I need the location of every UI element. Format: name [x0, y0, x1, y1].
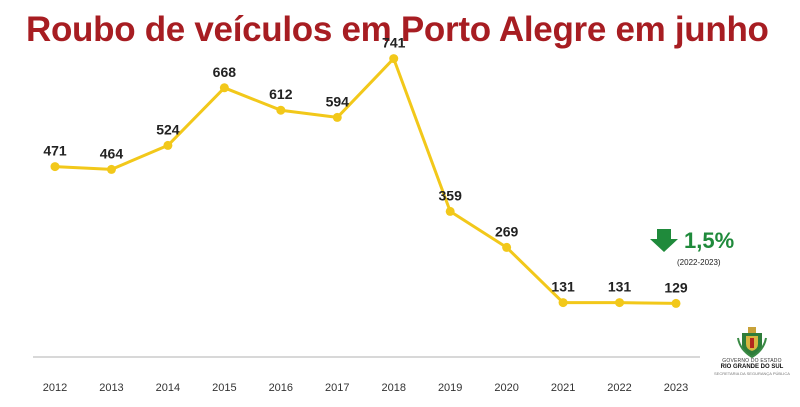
- data-point: [615, 298, 625, 308]
- x-tick-label: 2023: [664, 382, 688, 394]
- data-label: 612: [269, 86, 293, 102]
- data-point: [106, 164, 116, 174]
- change-percent: 1,5%: [684, 228, 735, 253]
- data-point: [502, 242, 512, 252]
- data-label: 131: [608, 279, 632, 295]
- data-point: [558, 298, 568, 308]
- data-label: 129: [664, 279, 688, 295]
- data-label: 594: [326, 93, 350, 109]
- government-logo: GOVERNO DO ESTADO RIO GRANDE DO SUL SECR…: [712, 326, 792, 388]
- data-label: 464: [100, 145, 124, 161]
- data-point: [50, 162, 60, 172]
- data-label: 471: [43, 143, 67, 159]
- data-label: 524: [156, 121, 180, 137]
- data-point: [332, 112, 342, 122]
- coat-of-arms-icon: [737, 327, 767, 358]
- data-label: 668: [213, 64, 237, 80]
- x-tick-label: 2012: [43, 382, 67, 394]
- data-point: [276, 105, 286, 115]
- change-period: (2022-2023): [677, 258, 721, 267]
- x-tick-label: 2020: [494, 382, 518, 394]
- data-label: 741: [382, 35, 406, 51]
- data-point: [445, 206, 455, 216]
- logo-line-2: RIO GRANDE DO SUL: [720, 364, 784, 370]
- data-point: [163, 140, 173, 150]
- data-label: 359: [439, 187, 463, 203]
- series-line: [53, 57, 678, 305]
- x-tick-label: 2017: [325, 382, 349, 394]
- data-point: [219, 83, 229, 93]
- logo-line-3: SECRETARIA DA SEGURANÇA PÚBLICA: [714, 371, 790, 376]
- x-tick-label: 2022: [607, 382, 631, 394]
- x-tick-label: 2019: [438, 382, 462, 394]
- logo-line-1: GOVERNO DO ESTADO: [722, 358, 782, 364]
- data-point: [671, 298, 681, 308]
- x-tick-label: 2018: [381, 382, 405, 394]
- change-callout: 1,5% (2022-2023): [650, 228, 750, 267]
- x-tick-label: 2013: [99, 382, 123, 394]
- x-tick-label: 2015: [212, 382, 236, 394]
- data-label: 131: [551, 279, 575, 295]
- x-tick-label: 2021: [551, 382, 575, 394]
- data-point: [389, 54, 399, 64]
- data-label: 269: [495, 223, 519, 239]
- x-tick-label: 2014: [156, 382, 180, 394]
- down-arrow-icon: [650, 229, 680, 253]
- chart-title: Roubo de veículos em Porto Alegre em jun…: [26, 10, 769, 49]
- x-tick-label: 2016: [269, 382, 293, 394]
